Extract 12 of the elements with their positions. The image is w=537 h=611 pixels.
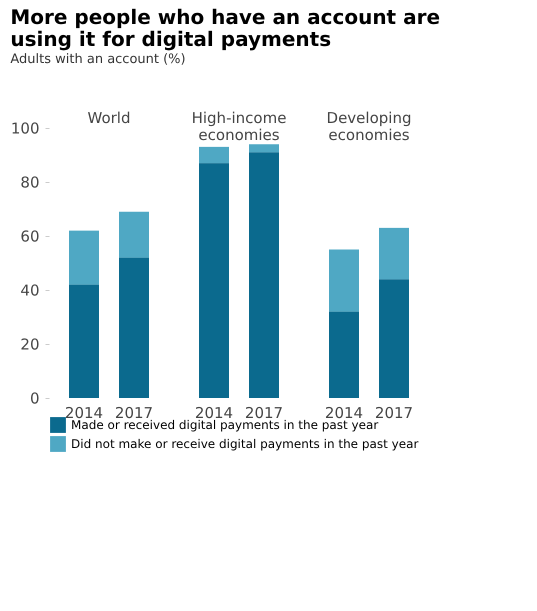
chart-subtitle: Adults with an account (%) xyxy=(10,52,186,67)
y-tick-label: 20 xyxy=(20,336,40,354)
y-tick-label: 80 xyxy=(20,174,40,192)
annotation: Developing economies xyxy=(326,109,412,144)
annotation: High-income economies xyxy=(192,109,286,144)
y-tick-label: 60 xyxy=(20,228,40,246)
text: World xyxy=(88,109,130,127)
legend-label: Did not make or receive digital payments in the past year xyxy=(71,437,418,451)
y-tick-label: 100 xyxy=(10,120,40,138)
chart-title: More people who have an account are using it for digital payments xyxy=(10,5,440,51)
y-tick-label: 0 xyxy=(30,390,40,408)
y-tick-label: 40 xyxy=(20,282,40,300)
